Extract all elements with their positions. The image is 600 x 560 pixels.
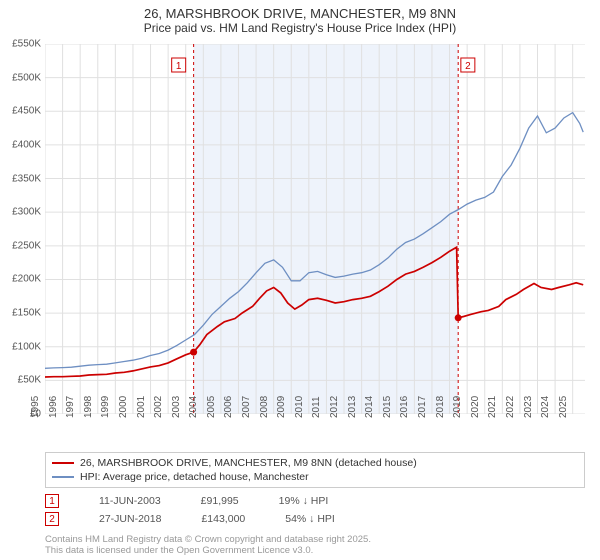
x-tick-label: 2000 bbox=[118, 396, 129, 418]
x-tick-label: 2002 bbox=[153, 396, 164, 418]
sale-price: £91,995 bbox=[201, 495, 239, 507]
x-tick-label: 2013 bbox=[347, 396, 358, 418]
svg-text:1: 1 bbox=[176, 61, 182, 72]
sale-marker-label: 2 bbox=[49, 514, 55, 525]
x-tick-label: 2025 bbox=[558, 396, 569, 418]
x-tick-label: 2001 bbox=[136, 396, 147, 418]
x-tick-label: 2014 bbox=[364, 396, 375, 418]
x-tick-label: 1995 bbox=[30, 396, 41, 418]
x-tick-label: 2010 bbox=[294, 396, 305, 418]
sale-marker-2: 2 bbox=[45, 512, 59, 526]
chart-area: 12 £0£50K£100K£150K£200K£250K£300K£350K£… bbox=[45, 44, 585, 414]
x-tick-label: 2009 bbox=[276, 396, 287, 418]
x-tick-label: 1997 bbox=[65, 396, 76, 418]
y-tick-label: £500K bbox=[12, 72, 41, 83]
y-tick-label: £400K bbox=[12, 139, 41, 150]
x-tick-label: 2018 bbox=[435, 396, 446, 418]
sale-marker-label: 1 bbox=[49, 496, 55, 507]
x-tick-label: 1998 bbox=[83, 396, 94, 418]
x-tick-label: 2012 bbox=[329, 396, 340, 418]
legend-row: 26, MARSHBROOK DRIVE, MANCHESTER, M9 8NN… bbox=[52, 456, 578, 470]
chart-plot: 12 bbox=[45, 44, 585, 414]
x-tick-label: 1996 bbox=[48, 396, 59, 418]
y-tick-label: £350K bbox=[12, 173, 41, 184]
sale-marker-1: 1 bbox=[45, 494, 59, 508]
x-tick-label: 2005 bbox=[206, 396, 217, 418]
y-tick-label: £50K bbox=[18, 375, 41, 386]
sale-row: 2 27-JUN-2018 £143,000 54% ↓ HPI bbox=[45, 512, 335, 526]
container: 26, MARSHBROOK DRIVE, MANCHESTER, M9 8NN… bbox=[0, 0, 600, 560]
x-tick-label: 2024 bbox=[540, 396, 551, 418]
legend-swatch-property bbox=[52, 462, 74, 464]
x-tick-label: 2015 bbox=[382, 396, 393, 418]
footer: Contains HM Land Registry data © Crown c… bbox=[45, 534, 371, 556]
sale-date: 11-JUN-2003 bbox=[99, 495, 161, 507]
y-tick-label: £200K bbox=[12, 274, 41, 285]
x-tick-label: 2007 bbox=[241, 396, 252, 418]
sale-vs-hpi: 54% ↓ HPI bbox=[285, 513, 335, 525]
y-tick-label: £250K bbox=[12, 240, 41, 251]
x-tick-label: 2003 bbox=[171, 396, 182, 418]
x-tick-label: 2017 bbox=[417, 396, 428, 418]
sale-price: £143,000 bbox=[201, 513, 245, 525]
legend-label: HPI: Average price, detached house, Manc… bbox=[80, 470, 309, 484]
footer-line: This data is licensed under the Open Gov… bbox=[45, 545, 371, 556]
x-tick-label: 2011 bbox=[311, 396, 322, 418]
y-tick-label: £550K bbox=[12, 39, 41, 50]
sale-vs-hpi: 19% ↓ HPI bbox=[279, 495, 329, 507]
y-tick-label: £100K bbox=[12, 341, 41, 352]
y-tick-label: £300K bbox=[12, 207, 41, 218]
sale-row: 1 11-JUN-2003 £91,995 19% ↓ HPI bbox=[45, 494, 335, 508]
x-tick-label: 1999 bbox=[100, 396, 111, 418]
x-tick-label: 2020 bbox=[470, 396, 481, 418]
y-tick-label: £150K bbox=[12, 308, 41, 319]
svg-text:2: 2 bbox=[465, 61, 471, 72]
sales-table: 1 11-JUN-2003 £91,995 19% ↓ HPI 2 27-JUN… bbox=[45, 494, 335, 530]
chart-subtitle: Price paid vs. HM Land Registry's House … bbox=[0, 21, 600, 39]
x-tick-label: 2006 bbox=[223, 396, 234, 418]
x-tick-label: 2008 bbox=[259, 396, 270, 418]
chart-title: 26, MARSHBROOK DRIVE, MANCHESTER, M9 8NN bbox=[0, 0, 600, 21]
x-tick-label: 2023 bbox=[523, 396, 534, 418]
x-tick-label: 2021 bbox=[487, 396, 498, 418]
legend: 26, MARSHBROOK DRIVE, MANCHESTER, M9 8NN… bbox=[45, 452, 585, 488]
x-tick-label: 2022 bbox=[505, 396, 516, 418]
legend-row: HPI: Average price, detached house, Manc… bbox=[52, 470, 578, 484]
footer-line: Contains HM Land Registry data © Crown c… bbox=[45, 534, 371, 545]
legend-label: 26, MARSHBROOK DRIVE, MANCHESTER, M9 8NN… bbox=[80, 456, 417, 470]
y-tick-label: £450K bbox=[12, 106, 41, 117]
x-tick-label: 2004 bbox=[188, 396, 199, 418]
x-tick-label: 2019 bbox=[452, 396, 463, 418]
sale-date: 27-JUN-2018 bbox=[99, 513, 161, 525]
x-tick-label: 2016 bbox=[399, 396, 410, 418]
legend-swatch-hpi bbox=[52, 476, 74, 478]
